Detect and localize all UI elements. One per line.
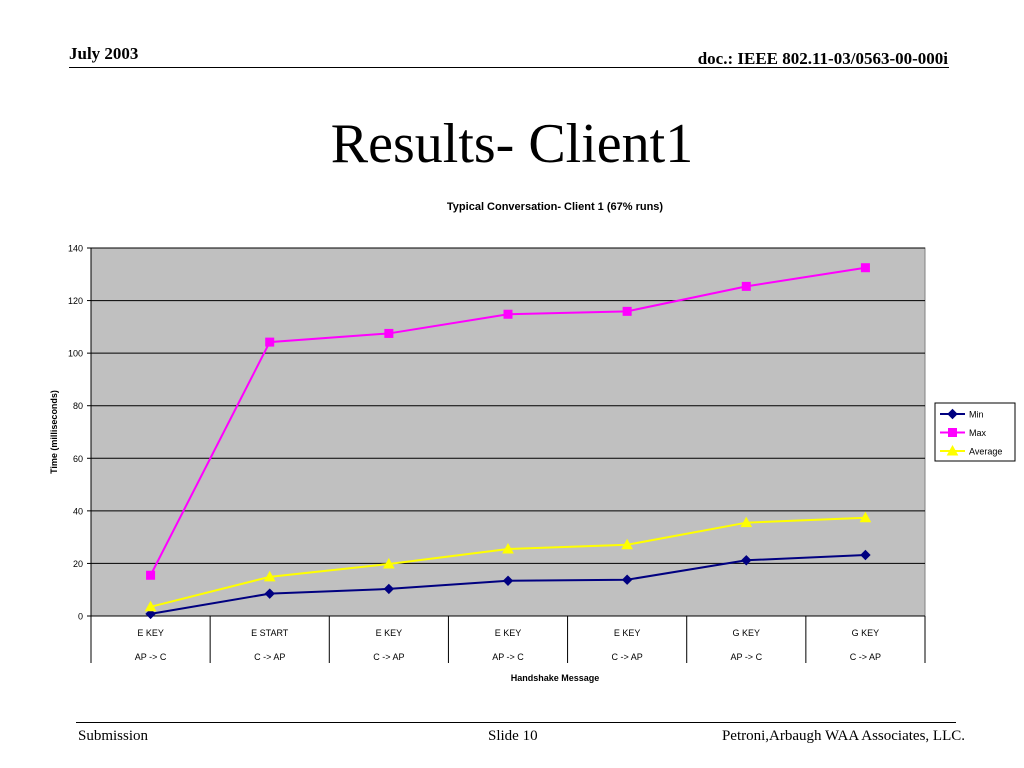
data-point-average xyxy=(144,600,157,612)
y-tick-label: 20 xyxy=(73,559,83,569)
x-tick-label: C -> AP xyxy=(850,652,881,662)
legend-label-min: Min xyxy=(969,410,984,420)
x-tick-label: C -> AP xyxy=(254,652,285,662)
x-tick-label: E START xyxy=(251,628,289,638)
x-tick-label: G KEY xyxy=(733,628,761,638)
header-divider xyxy=(69,67,949,68)
data-point-min xyxy=(860,549,871,561)
y-tick-label: 40 xyxy=(73,506,83,516)
x-tick-label: AP -> C xyxy=(492,652,524,662)
data-point-average xyxy=(859,511,872,523)
y-tick-label: 0 xyxy=(78,612,83,622)
y-axis-label: Time (milliseconds) xyxy=(49,390,59,474)
data-point-max xyxy=(622,306,632,316)
data-point-average xyxy=(383,557,395,569)
data-point-max xyxy=(860,263,870,273)
data-point-average xyxy=(502,542,514,554)
header-date: July 2003 xyxy=(69,44,139,63)
legend-marker-min xyxy=(947,408,958,420)
data-point-average xyxy=(263,570,276,582)
x-tick-label: E KEY xyxy=(137,628,164,638)
footer-affiliation: Petroni,Arbaugh WAA Associates, LLC. xyxy=(721,728,965,744)
chart-title: Typical Conversation- Client 1 (67% runs… xyxy=(447,201,664,213)
data-point-max xyxy=(146,570,156,580)
x-axis-label: Handshake Message xyxy=(511,673,600,683)
data-point-min xyxy=(383,583,395,595)
footer-slide-number: Slide 10 xyxy=(488,728,538,744)
data-point-min xyxy=(741,555,752,566)
footer-submission: Submission xyxy=(78,728,149,744)
x-tick-label: C -> AP xyxy=(373,652,404,662)
data-point-max xyxy=(741,281,751,291)
y-tick-label: 60 xyxy=(73,454,83,464)
slide-title: Results- Client1 xyxy=(330,113,694,175)
legend-label-average: Average xyxy=(969,447,1002,457)
data-point-average xyxy=(621,538,633,550)
y-tick-label: 140 xyxy=(68,244,83,254)
data-point-average xyxy=(740,516,753,528)
x-tick-label: E KEY xyxy=(376,628,403,638)
data-point-max xyxy=(503,309,513,319)
legend-label-max: Max xyxy=(969,428,987,438)
header-doc-id: doc.: IEEE 802.11-03/0563-00-000i xyxy=(697,49,948,68)
data-point-max xyxy=(265,337,275,347)
legend-marker-average xyxy=(946,444,959,456)
legend-marker-max xyxy=(948,428,957,437)
x-tick-label: AP -> C xyxy=(730,652,762,662)
x-tick-label: AP -> C xyxy=(135,652,167,662)
x-tick-label: G KEY xyxy=(852,628,880,638)
data-point-max xyxy=(384,328,394,338)
x-tick-label: C -> AP xyxy=(612,652,643,662)
data-point-min xyxy=(145,608,156,620)
x-tick-label: E KEY xyxy=(495,628,522,638)
y-tick-label: 120 xyxy=(68,296,83,306)
data-point-min xyxy=(621,574,633,585)
footer-divider xyxy=(76,722,956,723)
plot-area xyxy=(90,247,926,617)
y-tick-label: 100 xyxy=(68,349,83,359)
y-tick-label: 80 xyxy=(73,401,83,411)
data-point-min xyxy=(502,575,514,586)
x-tick-label: E KEY xyxy=(614,628,641,638)
data-point-min xyxy=(264,588,275,599)
